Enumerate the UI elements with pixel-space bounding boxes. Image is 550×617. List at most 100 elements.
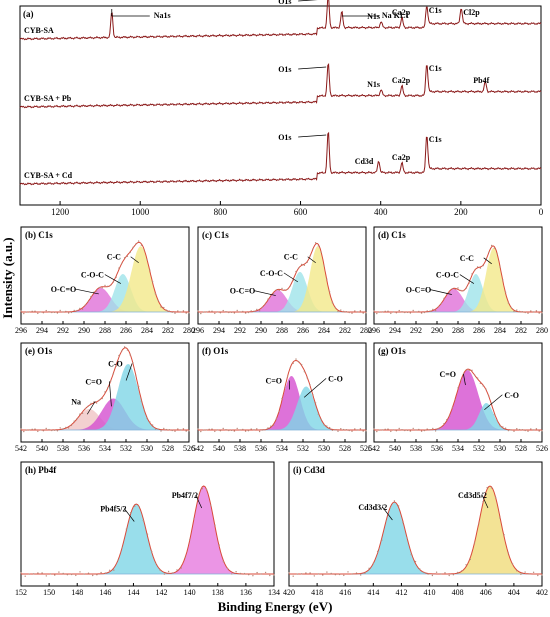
x-tick-label: 400 (374, 207, 388, 217)
raw-point (73, 420, 75, 422)
raw-point (426, 310, 428, 312)
raw-point (208, 310, 210, 312)
x-tick-label: 200 (454, 207, 468, 217)
annotation-leader (459, 274, 475, 284)
raw-point (518, 428, 521, 431)
x-tick-label: 290 (255, 326, 267, 335)
raw-point (84, 304, 87, 306)
raw-point (188, 430, 190, 432)
raw-point (426, 428, 428, 430)
x-tick-label: 142 (156, 588, 168, 597)
raw-point (340, 309, 342, 311)
raw-point (275, 418, 278, 420)
raw-point (286, 288, 289, 290)
raw-point (31, 428, 33, 430)
raw-point (79, 413, 81, 415)
raw-point (404, 429, 406, 432)
x-tick-label: 406 (480, 588, 492, 597)
raw-point (384, 310, 386, 312)
raw-point (496, 419, 498, 422)
raw-point (541, 574, 543, 576)
raw-point (415, 429, 417, 431)
raw-point (118, 267, 120, 269)
raw-point (34, 428, 36, 430)
x-tick-label: 800 (214, 207, 228, 217)
raw-point (253, 310, 255, 312)
x-tick-label: 0 (539, 207, 544, 217)
raw-point (253, 429, 255, 431)
raw-point (121, 350, 123, 352)
x-tick-label: 144 (127, 588, 139, 597)
raw-point (541, 430, 543, 432)
annotation-c-c: C-C (284, 253, 298, 262)
x-tick-label: 538 (410, 444, 422, 453)
raw-point (314, 242, 317, 244)
raw-point (154, 293, 157, 295)
raw-point (208, 428, 210, 430)
raw-point (112, 373, 115, 375)
x-tick-label: 530 (318, 444, 330, 453)
annotation-c-c: C-C (107, 253, 121, 262)
raw-point (437, 306, 440, 308)
raw-point (323, 424, 325, 426)
panel-c-c1s: (c) C1s O-C=O C-O-CC-C 296 294 292 290 288 286 28… (192, 226, 372, 335)
raw-point (406, 429, 409, 432)
raw-point (331, 302, 334, 304)
raw-point (272, 292, 275, 295)
x-tick-label: 530 (141, 444, 153, 453)
raw-point (334, 306, 336, 309)
survey-line-cyb-sa-cd (19, 131, 542, 186)
peak-label-na1s: Na1s (154, 11, 171, 20)
raw-point (23, 430, 25, 433)
raw-point (378, 311, 381, 313)
raw-point (457, 571, 459, 574)
raw-point (278, 289, 280, 292)
raw-point (284, 386, 286, 389)
raw-point (471, 273, 473, 275)
raw-point (494, 496, 497, 498)
raw-point (454, 399, 456, 401)
raw-point (258, 430, 261, 433)
raw-point (289, 367, 292, 369)
raw-point (365, 430, 367, 432)
raw-point (286, 375, 289, 378)
raw-point (306, 261, 308, 263)
x-tick-label: 526 (183, 444, 195, 453)
raw-point (373, 310, 375, 312)
component-pb4f5-2 (21, 504, 274, 574)
raw-point (387, 310, 389, 312)
component-c-c (198, 246, 366, 312)
raw-point (70, 311, 73, 314)
raw-point (419, 568, 421, 570)
raw-point (239, 572, 241, 575)
raw-point (499, 266, 501, 268)
raw-point (503, 534, 505, 536)
raw-point (62, 428, 64, 430)
raw-point (440, 302, 442, 305)
raw-point (202, 429, 205, 431)
raw-point (219, 312, 222, 314)
raw-point (476, 377, 479, 379)
raw-point (347, 571, 349, 573)
raw-point (95, 290, 98, 292)
raw-point (270, 425, 272, 427)
x-tick-label: 290 (78, 326, 90, 335)
annotation-c-o: C-O (328, 374, 343, 383)
raw-point (98, 399, 101, 401)
raw-point (42, 312, 45, 314)
raw-point (460, 379, 462, 381)
raw-point (79, 571, 81, 573)
raw-point (309, 572, 311, 574)
raw-point (171, 429, 173, 432)
x-tick-label: 150 (43, 588, 55, 597)
raw-point (295, 270, 297, 273)
raw-point (261, 429, 264, 431)
raw-point (250, 428, 252, 430)
panel-b-c1s: (b) C1s O-C=O C-O-CC-C 296 294 292 290 288 286 28… (15, 226, 195, 335)
raw-point (20, 428, 22, 430)
raw-point (81, 412, 84, 414)
annotation-c-o-c: C-O-C (260, 269, 283, 278)
raw-point (482, 501, 484, 503)
raw-point (502, 426, 504, 428)
